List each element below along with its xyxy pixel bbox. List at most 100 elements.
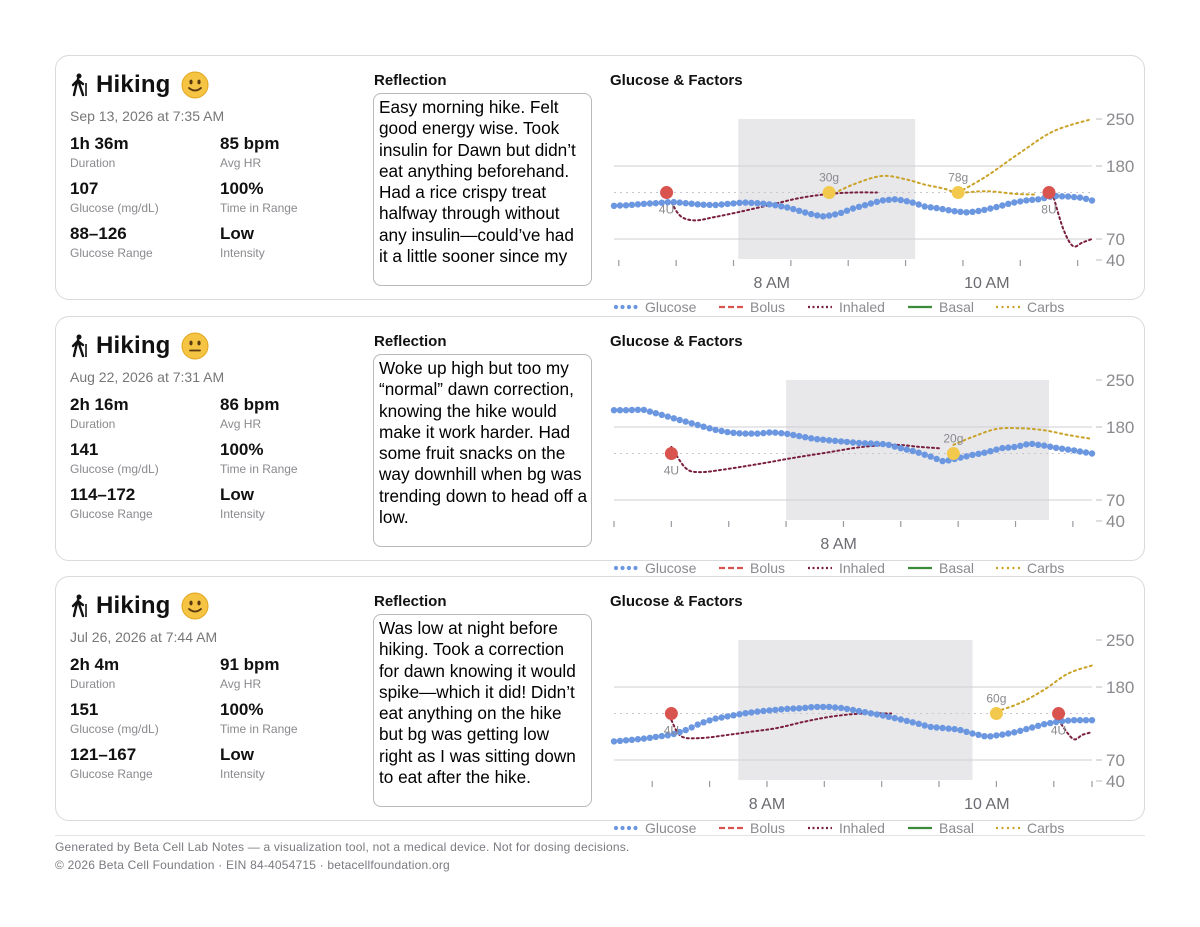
glucose-point	[873, 198, 881, 205]
glucose-point	[814, 436, 821, 443]
y-tick-label: 180	[1106, 678, 1134, 697]
glucose-point	[628, 736, 636, 743]
legend-label: Basal	[939, 299, 974, 315]
glucose-point	[658, 199, 665, 206]
glucose-point	[664, 199, 671, 206]
glucose-point	[1017, 442, 1024, 449]
glucose-point	[736, 199, 743, 206]
glucose-point	[718, 427, 725, 435]
bolus-marker	[664, 447, 678, 461]
glucose-point	[676, 199, 683, 206]
glucose-point	[927, 723, 934, 731]
glucose-point	[754, 200, 761, 207]
glucose-point	[885, 441, 892, 449]
legend-label: Carbs	[1027, 299, 1064, 315]
reflection-text[interactable]: Was low at night before hiking. Took a c…	[373, 614, 592, 807]
legend-label: Carbs	[1027, 820, 1064, 836]
glucose-point	[694, 201, 701, 208]
bolus-label: 4U	[664, 724, 679, 738]
reflection-heading: Reflection	[374, 333, 447, 350]
glucose-point	[610, 202, 618, 209]
legend-swatch	[626, 565, 632, 571]
stat-time-in-range: 100% Time in Range	[220, 440, 298, 476]
mood-neutral-icon	[181, 332, 209, 360]
glucose-point	[640, 406, 648, 414]
reflection-heading: Reflection	[374, 593, 447, 610]
activity-card: Hiking Jul 26, 2026 at 7:44 AM 2h 4m Dura…	[55, 576, 1145, 836]
reflection-text[interactable]: Woke up high but too my “normal” dawn co…	[373, 354, 592, 547]
activity-date: Jul 26, 2026 at 7:44 AM	[70, 629, 218, 645]
glucose-point	[1035, 196, 1042, 203]
legend-swatch	[633, 565, 638, 571]
glucose-point	[927, 204, 934, 211]
stat-glucose-range: 88–126 Glucose Range	[70, 224, 153, 260]
glucose-point	[1047, 443, 1054, 450]
reflection-text[interactable]: Easy morning hike. Felt good energy wise…	[373, 93, 592, 286]
glucose-point	[784, 705, 791, 712]
glucose-point	[646, 408, 654, 415]
glucose-point	[766, 707, 773, 714]
glucose-point	[819, 703, 827, 711]
glucose-point	[939, 205, 946, 213]
legend-swatch	[620, 565, 625, 571]
glucose-point	[814, 703, 821, 711]
stat-glucose: 141 Glucose (mg/dL)	[70, 440, 159, 476]
glucose-point	[975, 207, 982, 215]
glucose-point	[1088, 717, 1096, 724]
activity-summary: Hiking Aug 22, 2026 at 7:31 AM 2h 16m Dur…	[70, 331, 360, 535]
y-tick-label: 70	[1106, 751, 1125, 770]
glucose-point	[676, 728, 683, 736]
glucose-point	[652, 200, 659, 207]
glucose-point	[1064, 446, 1072, 453]
carb-label: 78g	[948, 171, 968, 185]
glucose-point	[915, 449, 922, 456]
glucose-point	[688, 724, 695, 731]
glucose-point	[802, 209, 809, 216]
legend-label: Bolus	[750, 560, 785, 576]
glucose-point	[700, 423, 707, 430]
glucose-point	[981, 733, 988, 740]
glucose-point	[736, 711, 743, 718]
glucose-point	[754, 430, 761, 437]
glucose-point	[843, 438, 851, 446]
bolus-label: 4U	[659, 203, 674, 217]
glucose-point	[622, 202, 630, 209]
y-tick-label: 40	[1106, 772, 1125, 791]
glucose-point	[939, 457, 946, 465]
glucose-point	[796, 705, 803, 712]
glucose-point	[778, 430, 785, 437]
glucose-point	[1011, 729, 1018, 736]
mood-happy-icon	[181, 71, 209, 99]
carb-label: 20g	[943, 432, 963, 446]
glucose-point	[772, 706, 779, 714]
glucose-point	[993, 203, 1000, 211]
glucose-point	[730, 429, 737, 436]
glucose-point	[873, 711, 881, 718]
x-tick-label: 10 AM	[964, 796, 1009, 813]
glucose-point	[634, 406, 642, 413]
x-tick-label: 8 AM	[820, 536, 856, 553]
glucose-point	[730, 200, 737, 207]
activity-summary: Hiking Jul 26, 2026 at 7:44 AM 2h 4m Dura…	[70, 591, 360, 795]
y-tick-label: 250	[1106, 371, 1134, 390]
activity-date: Sep 13, 2026 at 7:35 AM	[70, 108, 225, 124]
bolus-label: 4U	[664, 464, 679, 478]
glucose-point	[646, 734, 654, 741]
activity-card: Hiking Sep 13, 2026 at 7:35 AM 1h 36m Dur…	[55, 55, 1145, 315]
glucose-point	[1035, 441, 1042, 448]
glucose-point	[664, 413, 671, 420]
glucose-point	[784, 430, 791, 438]
glucose-point	[688, 420, 695, 427]
glucose-point	[885, 713, 892, 720]
glucose-point	[855, 203, 863, 210]
glucose-point	[616, 407, 624, 414]
glucose-point	[634, 736, 642, 743]
legend-label: Basal	[939, 820, 974, 836]
glucose-point	[1029, 724, 1036, 731]
glucose-point	[646, 200, 654, 207]
glucose-point	[909, 199, 916, 206]
stat-time-in-range: 100% Time in Range	[220, 700, 298, 736]
glucose-point	[616, 737, 624, 745]
carbs-series-line	[995, 664, 1093, 713]
glucose-point	[1088, 197, 1096, 204]
